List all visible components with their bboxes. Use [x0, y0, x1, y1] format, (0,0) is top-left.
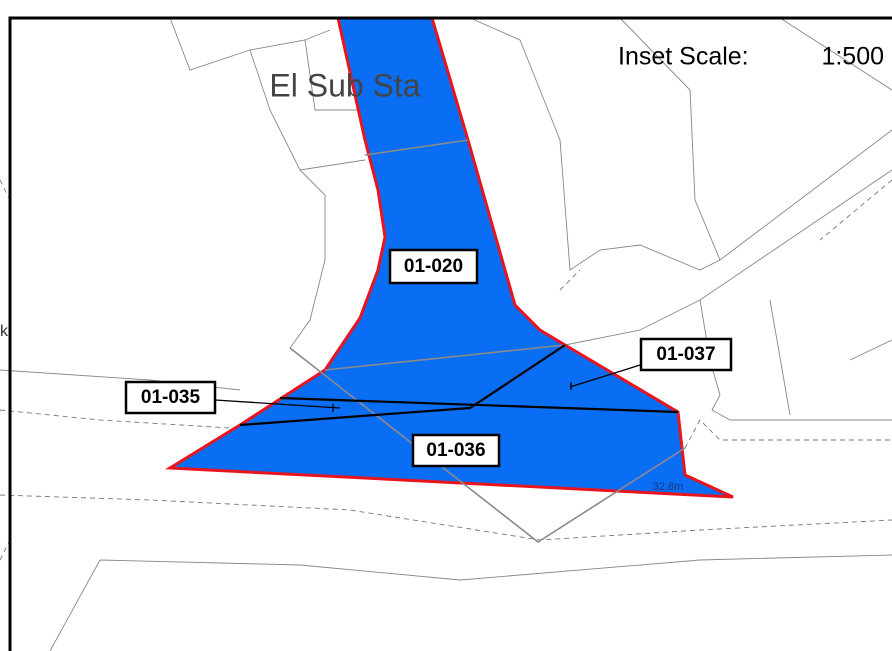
- parcel-labels: 01-020 01-035 01-036 01-037: [124, 248, 733, 468]
- parcel-label: 01-020: [404, 256, 463, 277]
- label-box: [411, 433, 501, 468]
- parcel-label: 01-035: [141, 387, 201, 408]
- edge-label: k: [0, 323, 9, 340]
- frame-mask: [0, 0, 892, 17]
- parcel-label: 01-036: [426, 440, 485, 461]
- place-label: El Sub Sta: [269, 67, 420, 103]
- scale-value: 1:500: [821, 43, 884, 71]
- parcel-label: 01-037: [656, 344, 715, 365]
- parcel-lines: [214, 139, 686, 543]
- scale-label: Inset Scale:: [618, 43, 749, 71]
- label-box: [639, 337, 733, 372]
- base-map: [0, 17, 892, 651]
- frame: [8, 16, 892, 651]
- label-box: [388, 248, 479, 285]
- dimension-label: 32.8m: [653, 481, 684, 493]
- label-box: [124, 380, 217, 415]
